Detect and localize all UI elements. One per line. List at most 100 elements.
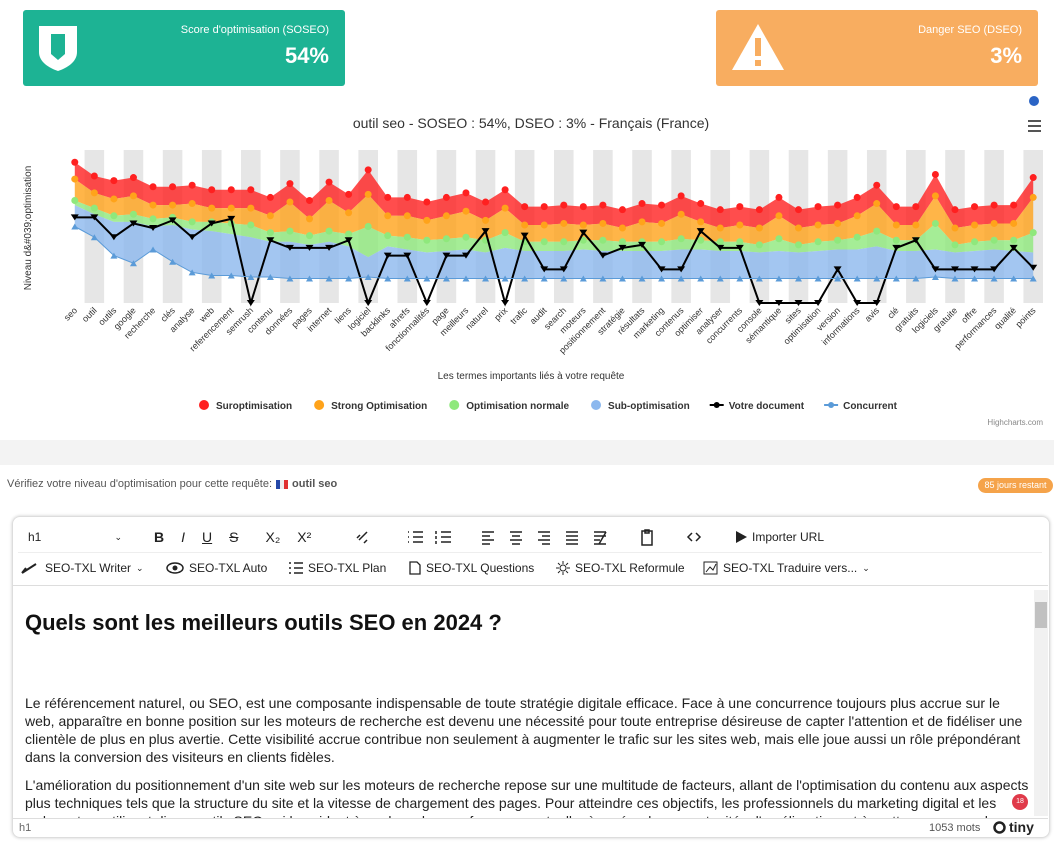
point	[266, 237, 275, 244]
point	[462, 275, 470, 282]
point	[364, 223, 372, 230]
card-value: 54%	[284, 43, 329, 68]
align-center[interactable]	[510, 531, 522, 545]
point	[482, 275, 490, 282]
legend-item[interactable]: Suroptimisation	[199, 400, 292, 412]
point	[599, 275, 607, 282]
point	[677, 235, 685, 243]
point	[697, 218, 705, 226]
series	[71, 223, 1037, 282]
bold-btn[interactable]: B	[154, 529, 165, 545]
link-btn[interactable]	[356, 531, 368, 544]
point	[618, 238, 626, 246]
point	[227, 204, 235, 212]
notification-badge[interactable]: 18	[1012, 794, 1028, 810]
editor-content[interactable]: Quels sont les meilleurs outils SEO en 2…	[25, 590, 1030, 818]
legend-label: Sub-optimisation	[608, 401, 690, 412]
point	[814, 221, 822, 229]
scrollbar[interactable]	[1034, 590, 1048, 816]
align-left[interactable]	[482, 531, 494, 545]
legend-item[interactable]: Strong Optimisation	[314, 400, 427, 412]
point	[423, 275, 431, 282]
point	[814, 238, 822, 246]
paste-btn[interactable]	[641, 529, 653, 546]
point	[325, 227, 333, 235]
menu-icon[interactable]	[1028, 120, 1041, 132]
align-right[interactable]	[538, 531, 550, 545]
check-query: outil seo	[292, 478, 338, 490]
point	[795, 206, 802, 214]
point	[755, 275, 763, 282]
point	[169, 201, 177, 209]
bullist-btn[interactable]	[408, 531, 423, 543]
italic-btn[interactable]: I	[181, 529, 186, 545]
point	[658, 275, 666, 282]
point	[716, 275, 724, 282]
legend-item[interactable]: Optimisation normale	[449, 400, 569, 412]
block-select[interactable]: h1 ⌄	[28, 530, 122, 544]
point	[149, 246, 157, 253]
credits: Highcharts.com	[987, 418, 1043, 427]
point	[638, 241, 647, 248]
point	[579, 275, 587, 282]
underline-btn[interactable]: U	[202, 529, 213, 545]
point	[325, 178, 333, 186]
sub-btn[interactable]: X₂	[265, 529, 281, 545]
help-icon[interactable]	[1029, 96, 1039, 106]
point	[951, 224, 959, 232]
x-tick-label: naturel	[463, 305, 490, 332]
legend-item[interactable]: Votre document	[709, 401, 805, 412]
point	[482, 198, 490, 206]
point	[599, 236, 607, 244]
import-btn[interactable]: Importer URL	[736, 530, 824, 544]
tool-traduire[interactable]: SEO-TXL Traduire vers... ⌄	[703, 561, 870, 575]
series	[70, 214, 1038, 307]
point	[520, 232, 529, 239]
import-label: Importer URL	[752, 530, 825, 544]
tool-questions[interactable]: SEO-TXL Questions	[409, 561, 534, 575]
point	[1029, 193, 1037, 201]
tiny-logo[interactable]: tiny	[993, 819, 1034, 835]
legend-item[interactable]: Sub-optimisation	[591, 400, 690, 412]
strike-btn[interactable]: S	[229, 529, 239, 545]
point	[306, 215, 313, 223]
x-tick-label: outil	[80, 305, 99, 324]
point	[168, 217, 177, 224]
code-btn[interactable]	[686, 532, 702, 542]
point	[169, 258, 177, 265]
point	[755, 224, 763, 232]
legend-item[interactable]: Concurrent	[824, 401, 898, 412]
justify[interactable]	[566, 531, 578, 545]
point	[735, 244, 744, 251]
sup-btn[interactable]: X²	[297, 529, 312, 545]
tool-reformule[interactable]: SEO-TXL Reformule	[556, 561, 685, 575]
point	[990, 201, 998, 209]
point	[71, 158, 79, 166]
tool-plan[interactable]: SEO-TXL Plan	[289, 561, 386, 575]
point	[677, 275, 685, 282]
point	[481, 228, 490, 235]
point	[677, 266, 686, 273]
point	[384, 212, 392, 220]
point	[931, 266, 940, 273]
scroll-thumb[interactable]	[1035, 602, 1047, 628]
tool-label: SEO-TXL Auto	[189, 561, 268, 575]
point	[482, 216, 490, 224]
point	[325, 244, 334, 251]
tool-writer[interactable]: SEO-TXL Writer ⌄	[20, 561, 144, 575]
point	[677, 192, 685, 200]
numlist-btn[interactable]	[435, 531, 451, 544]
point	[286, 198, 294, 206]
point	[462, 233, 470, 241]
point	[345, 275, 353, 282]
point	[345, 209, 353, 217]
point	[638, 275, 646, 282]
point	[658, 238, 666, 246]
point	[853, 233, 861, 241]
point	[990, 219, 998, 227]
clear-format[interactable]	[594, 531, 607, 545]
point	[90, 189, 98, 197]
heading: Quels sont les meilleurs outils SEO en 2…	[25, 610, 502, 635]
tool-auto[interactable]: SEO-TXL Auto	[166, 561, 267, 575]
point	[990, 266, 999, 273]
